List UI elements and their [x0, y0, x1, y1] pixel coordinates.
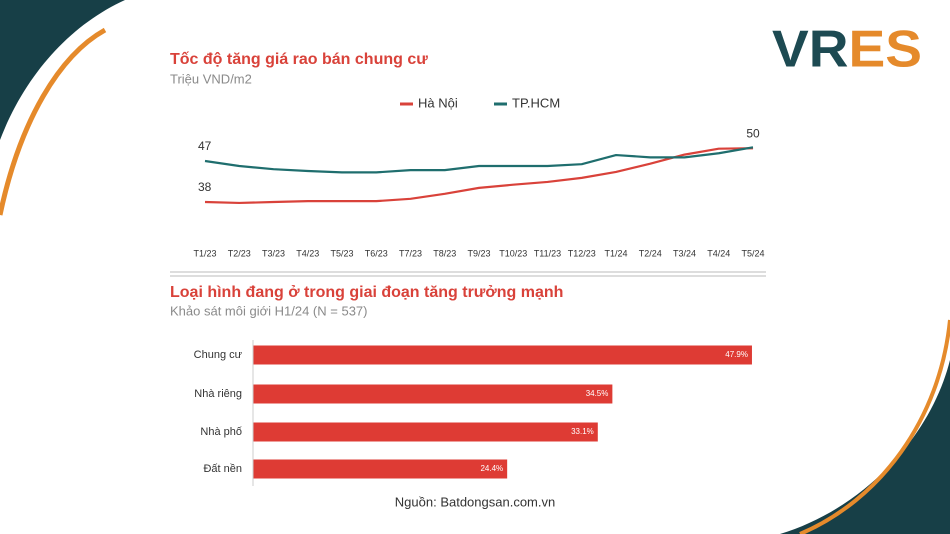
x-tick-label: T2/24 — [639, 248, 662, 258]
data-label: 33.1% — [571, 427, 594, 436]
y-tick-label: Đất nền — [203, 463, 242, 475]
line-series — [204, 146, 754, 174]
data-label: 34.5% — [586, 389, 609, 398]
data-label: 24.4% — [480, 464, 503, 473]
bar — [253, 345, 752, 365]
legend-label: Hà Nội — [418, 95, 458, 110]
data-label: 47 — [198, 139, 212, 153]
corner-accent — [799, 319, 950, 534]
legend-label: TP.HCM — [512, 95, 560, 110]
x-tick-label: T3/23 — [262, 248, 285, 258]
corner-decoration — [780, 360, 950, 534]
chart-subtitle: Triệu VND/m2 — [170, 71, 252, 86]
bar — [253, 422, 598, 442]
y-tick-label: Nhà riêng — [194, 388, 242, 400]
corner-accent — [0, 27, 107, 216]
x-tick-label: T11/23 — [534, 248, 561, 258]
x-tick-label: T12/23 — [568, 248, 596, 258]
x-tick-label: T10/23 — [499, 248, 527, 258]
x-tick-label: T1/23 — [193, 248, 216, 258]
chart-title: Tốc độ tăng giá rao bán chung cư — [170, 51, 428, 68]
x-tick-label: T4/24 — [707, 248, 730, 258]
chart-title: Loại hình đang ở trong giai đoạn tăng tr… — [170, 284, 563, 301]
x-tick-label: T3/24 — [673, 248, 696, 258]
corner-decoration — [0, 0, 125, 140]
line-series — [204, 147, 754, 205]
x-tick-label: T5/24 — [741, 248, 764, 258]
logo: VRES — [772, 21, 922, 79]
chart-subtitle: Khảo sát môi giới H1/24 (N = 537) — [170, 303, 367, 318]
bar — [253, 459, 508, 479]
data-label: 38 — [198, 180, 212, 194]
x-tick-label: T1/24 — [604, 248, 627, 258]
data-label: 50 — [746, 126, 760, 140]
bar — [253, 384, 613, 404]
y-tick-label: Chung cư — [194, 349, 243, 361]
x-tick-label: T4/23 — [296, 248, 319, 258]
x-tick-label: T6/23 — [365, 248, 388, 258]
x-tick-label: T5/23 — [330, 248, 353, 258]
source-note: Nguồn: Batdongsan.com.vn — [395, 494, 555, 509]
x-tick-label: T7/23 — [399, 248, 422, 258]
x-tick-label: T8/23 — [433, 248, 456, 258]
data-label: 47.9% — [725, 350, 748, 359]
x-tick-label: T9/23 — [467, 248, 490, 258]
y-tick-label: Nhà phố — [200, 426, 242, 438]
x-tick-label: T2/23 — [228, 248, 251, 258]
